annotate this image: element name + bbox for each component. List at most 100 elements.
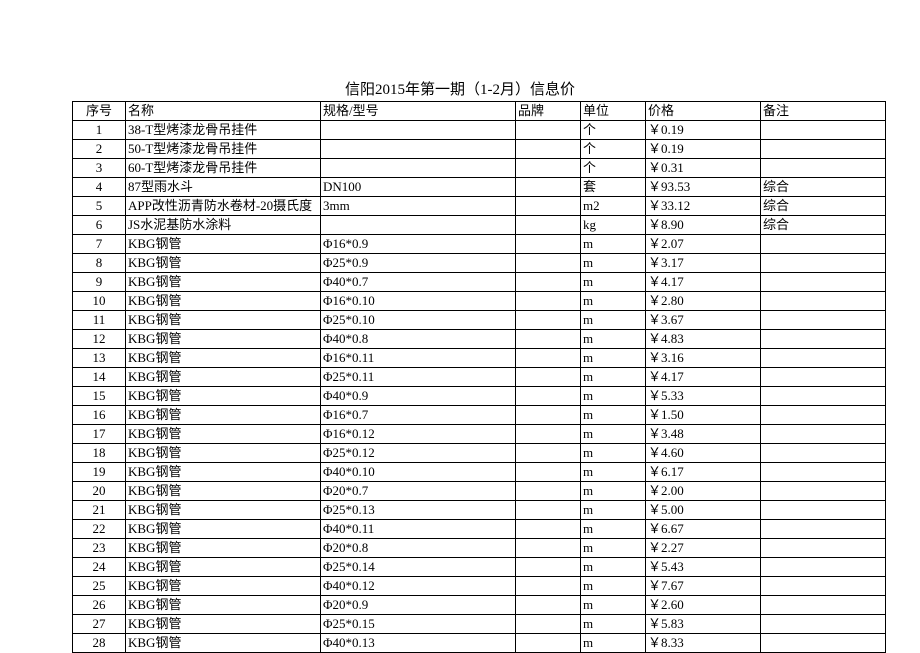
table-cell	[516, 482, 581, 501]
table-cell	[516, 425, 581, 444]
table-cell: 19	[73, 463, 126, 482]
table-cell	[321, 159, 516, 178]
table-cell	[761, 463, 886, 482]
table-cell: ￥3.48	[646, 425, 761, 444]
table-cell	[761, 425, 886, 444]
table-cell: 12	[73, 330, 126, 349]
table-cell: m	[581, 235, 646, 254]
table-cell: 20	[73, 482, 126, 501]
table-cell: 综合	[761, 178, 886, 197]
table-cell: 13	[73, 349, 126, 368]
table-cell	[761, 330, 886, 349]
table-cell: ￥4.17	[646, 273, 761, 292]
table-cell: m	[581, 330, 646, 349]
table-cell: APP改性沥青防水卷材-20摄氏度	[126, 197, 321, 216]
col-header-price: 价格	[646, 102, 761, 121]
table-cell: 21	[73, 501, 126, 520]
table-cell: ￥7.67	[646, 577, 761, 596]
table-cell	[516, 577, 581, 596]
table-row: 24KBG钢管Φ25*0.14m￥5.43	[73, 558, 886, 577]
table-cell: m	[581, 501, 646, 520]
table-cell: Φ40*0.7	[321, 273, 516, 292]
table-cell: 套	[581, 178, 646, 197]
table-cell: 1	[73, 121, 126, 140]
table-row: 11KBG钢管Φ25*0.10m￥3.67	[73, 311, 886, 330]
table-cell	[516, 197, 581, 216]
table-cell	[321, 121, 516, 140]
table-cell: ￥2.80	[646, 292, 761, 311]
table-cell: Φ25*0.12	[321, 444, 516, 463]
table-cell: 25	[73, 577, 126, 596]
table-cell	[761, 444, 886, 463]
table-cell: 60-T型烤漆龙骨吊挂件	[126, 159, 321, 178]
table-cell: 4	[73, 178, 126, 197]
table-cell: Φ16*0.12	[321, 425, 516, 444]
table-row: 19KBG钢管Φ40*0.10m￥6.17	[73, 463, 886, 482]
table-row: 25KBG钢管Φ40*0.12m￥7.67	[73, 577, 886, 596]
table-cell	[516, 273, 581, 292]
table-cell: KBG钢管	[126, 596, 321, 615]
table-cell: KBG钢管	[126, 292, 321, 311]
table-cell: KBG钢管	[126, 406, 321, 425]
table-cell: KBG钢管	[126, 501, 321, 520]
table-cell: KBG钢管	[126, 254, 321, 273]
table-cell	[761, 254, 886, 273]
table-row: 9KBG钢管Φ40*0.7m￥4.17	[73, 273, 886, 292]
table-cell: kg	[581, 216, 646, 235]
table-cell	[516, 634, 581, 653]
table-cell	[516, 292, 581, 311]
table-cell: KBG钢管	[126, 558, 321, 577]
table-cell: ￥0.19	[646, 140, 761, 159]
table-cell	[516, 368, 581, 387]
table-cell: JS水泥基防水涂料	[126, 216, 321, 235]
table-cell: Φ25*0.13	[321, 501, 516, 520]
table-row: 5APP改性沥青防水卷材-20摄氏度3mmm2￥33.12综合	[73, 197, 886, 216]
table-cell: m	[581, 311, 646, 330]
table-cell: Φ40*0.12	[321, 577, 516, 596]
table-cell: Φ20*0.9	[321, 596, 516, 615]
table-cell	[516, 558, 581, 577]
table-cell	[516, 463, 581, 482]
table-cell: KBG钢管	[126, 577, 321, 596]
table-cell	[516, 254, 581, 273]
table-cell: ￥5.83	[646, 615, 761, 634]
table-cell: 个	[581, 159, 646, 178]
table-row: 8KBG钢管Φ25*0.9m￥3.17	[73, 254, 886, 273]
table-cell: 10	[73, 292, 126, 311]
table-cell: m	[581, 444, 646, 463]
table-cell: Φ25*0.14	[321, 558, 516, 577]
table-row: 250-T型烤漆龙骨吊挂件个￥0.19	[73, 140, 886, 159]
table-cell	[516, 140, 581, 159]
table-cell: KBG钢管	[126, 235, 321, 254]
table-cell: ￥6.17	[646, 463, 761, 482]
table-cell	[761, 596, 886, 615]
table-cell: 16	[73, 406, 126, 425]
table-cell	[761, 387, 886, 406]
table-cell: Φ25*0.11	[321, 368, 516, 387]
table-cell: ￥0.19	[646, 121, 761, 140]
table-cell: ￥4.17	[646, 368, 761, 387]
table-cell: ￥93.53	[646, 178, 761, 197]
table-cell: KBG钢管	[126, 273, 321, 292]
table-cell: KBG钢管	[126, 387, 321, 406]
page-title: 信阳2015年第一期（1-2月）信息价	[0, 78, 920, 99]
table-cell: 综合	[761, 197, 886, 216]
table-cell	[761, 539, 886, 558]
table-cell	[516, 615, 581, 634]
table-row: 23KBG钢管Φ20*0.8m￥2.27	[73, 539, 886, 558]
table-cell: 2	[73, 140, 126, 159]
table-cell: 38-T型烤漆龙骨吊挂件	[126, 121, 321, 140]
table-cell	[761, 482, 886, 501]
table-cell	[761, 159, 886, 178]
table-cell	[761, 577, 886, 596]
table-cell: m	[581, 596, 646, 615]
table-cell: Φ16*0.9	[321, 235, 516, 254]
table-row: 487型雨水斗DN100套￥93.53综合	[73, 178, 886, 197]
table-cell: ￥3.67	[646, 311, 761, 330]
table-cell: ￥5.00	[646, 501, 761, 520]
table-cell: ￥1.50	[646, 406, 761, 425]
table-body: 138-T型烤漆龙骨吊挂件个￥0.19250-T型烤漆龙骨吊挂件个￥0.1936…	[73, 121, 886, 653]
table-cell: m	[581, 520, 646, 539]
table-cell: DN100	[321, 178, 516, 197]
table-row: 18KBG钢管Φ25*0.12m￥4.60	[73, 444, 886, 463]
